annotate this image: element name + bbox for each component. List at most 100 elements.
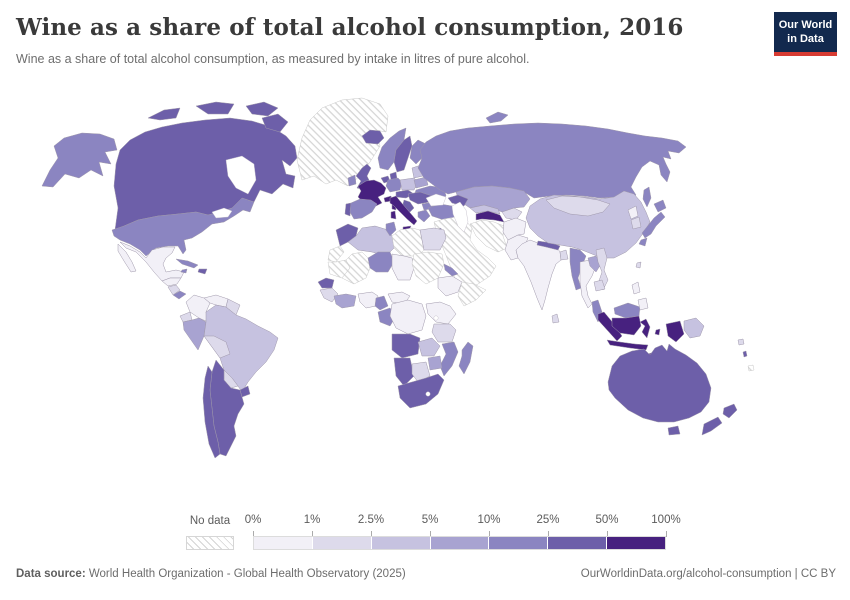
owid-logo[interactable]: Our World in Data bbox=[774, 12, 837, 56]
region-cambodia[interactable] bbox=[593, 279, 606, 292]
region-peru[interactable] bbox=[182, 317, 207, 351]
region-portugal[interactable] bbox=[344, 202, 352, 217]
region-dr-congo[interactable] bbox=[389, 299, 427, 335]
region-ethiopia[interactable] bbox=[437, 275, 463, 297]
region-hispaniola[interactable] bbox=[197, 268, 208, 275]
region-egypt[interactable] bbox=[419, 227, 447, 251]
region-vanuatu[interactable] bbox=[742, 350, 748, 358]
region-sulawesi[interactable] bbox=[639, 318, 651, 339]
region-japan-honshu[interactable] bbox=[641, 211, 666, 239]
legend-bin-swatch[interactable] bbox=[548, 537, 608, 549]
region-sakhalin[interactable] bbox=[642, 186, 652, 208]
region-cote-divoire-ghana[interactable] bbox=[333, 293, 357, 309]
region-uzbekistan[interactable] bbox=[469, 204, 501, 215]
region-chile[interactable] bbox=[202, 365, 221, 459]
region-belarus[interactable] bbox=[413, 176, 429, 189]
region-germany[interactable] bbox=[385, 177, 403, 193]
region-tasmania[interactable] bbox=[667, 425, 681, 436]
region-north-korea[interactable] bbox=[627, 205, 639, 220]
region-new-zealand-south[interactable] bbox=[701, 416, 723, 436]
region-novaya-zemlya[interactable] bbox=[485, 111, 509, 124]
region-malaysia-borneo[interactable] bbox=[613, 302, 641, 319]
region-mongolia[interactable] bbox=[545, 195, 611, 217]
region-namibia[interactable] bbox=[393, 357, 415, 387]
legend-no-data-swatch[interactable] bbox=[186, 536, 234, 550]
region-canada[interactable] bbox=[113, 117, 298, 231]
region-western-sahara[interactable] bbox=[327, 245, 345, 263]
region-baja-california[interactable] bbox=[117, 243, 137, 273]
region-south-africa[interactable] bbox=[397, 373, 445, 409]
region-greenland[interactable] bbox=[296, 97, 389, 187]
region-jamaica[interactable] bbox=[180, 268, 188, 274]
region-australia[interactable] bbox=[607, 343, 712, 423]
region-vietnam[interactable] bbox=[595, 247, 609, 291]
region-turkmenistan[interactable] bbox=[475, 210, 505, 223]
region-japan-kyushu[interactable] bbox=[638, 237, 648, 247]
legend-bin-swatch[interactable] bbox=[430, 537, 490, 549]
region-alaska[interactable] bbox=[41, 132, 118, 188]
region-myanmar[interactable] bbox=[569, 247, 587, 291]
region-eritrea-djibouti[interactable] bbox=[443, 263, 459, 277]
region-sri-lanka[interactable] bbox=[551, 313, 560, 324]
region-ireland[interactable] bbox=[347, 174, 357, 187]
region-philippines-luzon[interactable] bbox=[631, 281, 641, 295]
region-kyrgyzstan-tajikistan[interactable] bbox=[501, 207, 523, 221]
region-philippines-mindanao[interactable] bbox=[637, 297, 649, 311]
region-greece[interactable] bbox=[417, 209, 431, 223]
region-russia[interactable] bbox=[417, 122, 687, 200]
region-niger[interactable] bbox=[367, 251, 395, 273]
region-norway[interactable] bbox=[377, 127, 407, 171]
region-iran[interactable] bbox=[469, 219, 508, 253]
region-afghanistan[interactable] bbox=[502, 217, 527, 241]
legend-bin-swatch[interactable] bbox=[254, 537, 313, 549]
region-sumatra[interactable] bbox=[597, 311, 623, 342]
region-japan-hokkaido[interactable] bbox=[653, 199, 667, 213]
region-java[interactable] bbox=[606, 339, 649, 351]
region-zimbabwe[interactable] bbox=[427, 355, 443, 371]
region-new-caledonia[interactable] bbox=[747, 364, 755, 372]
region-italy[interactable] bbox=[389, 195, 418, 226]
legend-bin-swatch[interactable] bbox=[371, 537, 431, 549]
region-panama[interactable] bbox=[172, 290, 187, 300]
region-tanzania[interactable] bbox=[431, 323, 457, 343]
region-caucasus[interactable] bbox=[447, 194, 469, 207]
region-angola[interactable] bbox=[391, 333, 421, 359]
legend-bin-swatch[interactable] bbox=[607, 537, 666, 549]
region-bolivia[interactable] bbox=[203, 335, 231, 359]
region-india[interactable] bbox=[515, 239, 562, 311]
region-somalia[interactable] bbox=[457, 281, 487, 307]
region-moluccas[interactable] bbox=[654, 328, 661, 336]
region-new-zealand-north[interactable] bbox=[722, 403, 738, 419]
region-arctic-islands-west[interactable] bbox=[147, 107, 181, 121]
region-mozambique[interactable] bbox=[439, 341, 459, 377]
region-chad[interactable] bbox=[391, 253, 415, 281]
region-iceland[interactable] bbox=[361, 129, 385, 145]
region-fiji[interactable] bbox=[737, 338, 745, 346]
region-uganda-kenya[interactable] bbox=[425, 301, 457, 325]
region-south-korea[interactable] bbox=[630, 216, 642, 230]
region-papua-west[interactable] bbox=[665, 320, 685, 343]
region-taiwan[interactable] bbox=[635, 261, 642, 269]
region-tunisia[interactable] bbox=[385, 221, 397, 237]
region-arctic-islands-east[interactable] bbox=[245, 101, 279, 117]
region-senegal[interactable] bbox=[317, 277, 335, 289]
region-cameroon[interactable] bbox=[374, 295, 389, 311]
region-mexico[interactable] bbox=[119, 241, 185, 282]
region-guatemala-honduras[interactable] bbox=[161, 277, 182, 287]
region-sardinia[interactable] bbox=[390, 210, 397, 220]
region-mali[interactable] bbox=[341, 251, 371, 285]
region-zambia[interactable] bbox=[417, 337, 441, 357]
region-arctic-islands-mid[interactable] bbox=[195, 101, 235, 115]
region-madagascar[interactable] bbox=[458, 341, 474, 375]
region-spain[interactable] bbox=[349, 198, 378, 220]
legend-bin-swatch[interactable] bbox=[312, 537, 372, 549]
legend-bin-swatch[interactable] bbox=[489, 537, 549, 549]
region-cuba[interactable] bbox=[175, 258, 199, 269]
region-kalimantan[interactable] bbox=[611, 315, 642, 336]
region-brazil[interactable] bbox=[203, 304, 279, 393]
region-papua-new-guinea[interactable] bbox=[683, 317, 705, 339]
region-libya[interactable] bbox=[391, 227, 425, 257]
region-bangladesh[interactable] bbox=[559, 249, 569, 261]
footer-link[interactable]: OurWorldinData.org/alcohol-consumption |… bbox=[580, 568, 836, 580]
region-nicaragua-costa-rica[interactable] bbox=[167, 284, 181, 296]
